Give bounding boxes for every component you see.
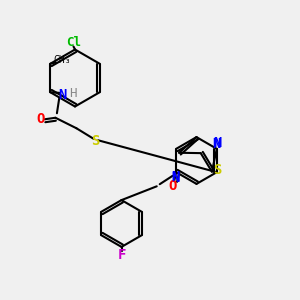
Text: H: H xyxy=(69,87,76,100)
Text: N: N xyxy=(213,136,222,150)
Text: F: F xyxy=(117,248,126,262)
Text: Cl: Cl xyxy=(66,35,81,49)
Text: O: O xyxy=(36,112,45,126)
Text: S: S xyxy=(213,163,221,177)
Text: N: N xyxy=(58,88,67,102)
Text: S: S xyxy=(91,134,99,148)
Text: N: N xyxy=(171,171,180,184)
Text: CH₃: CH₃ xyxy=(53,55,70,65)
Text: N: N xyxy=(213,137,221,151)
Text: O: O xyxy=(168,179,177,193)
Text: N: N xyxy=(171,170,180,184)
